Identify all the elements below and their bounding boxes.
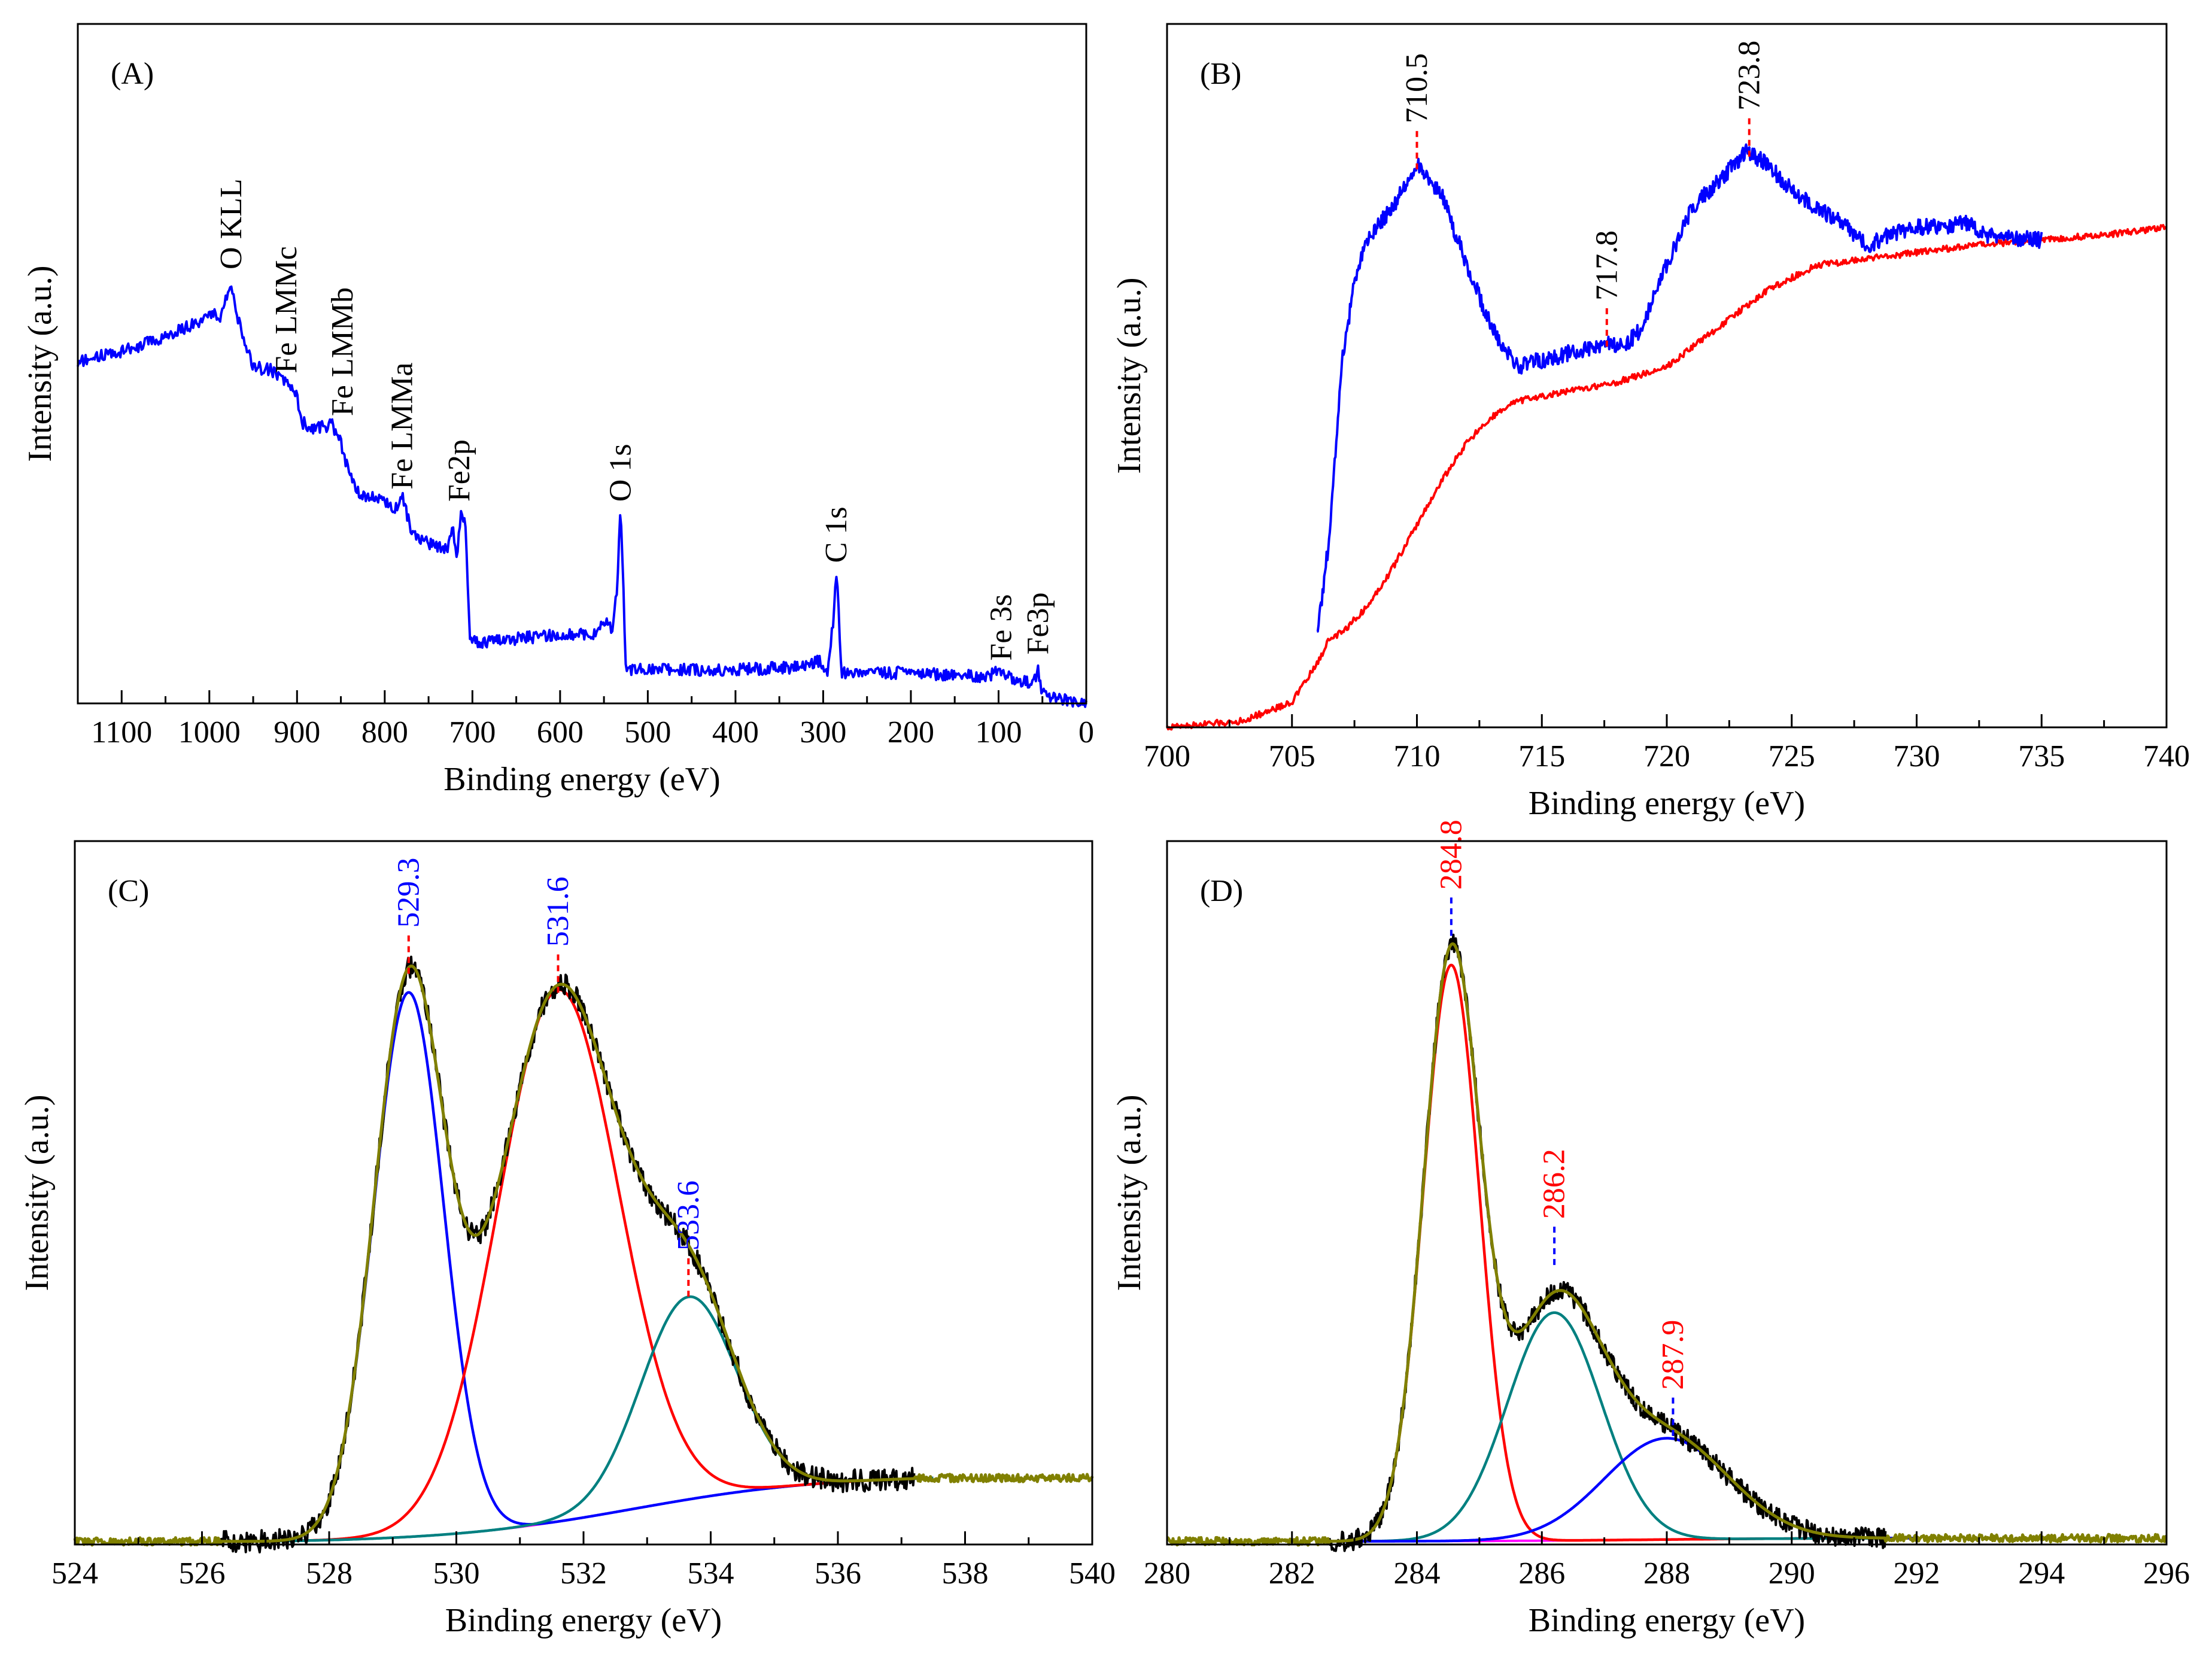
panel-d-x-tick-label: 286	[1518, 1556, 1565, 1591]
panel-d-letter: (D)	[1200, 874, 1243, 908]
panel-b-peak-label: 717.8	[1590, 230, 1624, 301]
panel-c-x-tick-label: 532	[560, 1556, 607, 1591]
panel-d-x-tick-label: 296	[2143, 1556, 2190, 1591]
panel-a-peak-label: O 1s	[603, 444, 637, 502]
panel-c-c3-component-line	[265, 1295, 934, 1543]
panel-d-x-tick-label: 292	[1894, 1556, 1940, 1591]
panel-d-x-tick-label: 284	[1394, 1556, 1441, 1591]
panel-a-axes-frame	[77, 23, 1087, 705]
panel-d-raw-data-line	[1328, 933, 1887, 1552]
panel-c-x-tick-label: 538	[942, 1556, 989, 1591]
panel-a-survey-spectrum: O KLL Fe LMMc Fe LMMb Fe LMMa Fe2p O 1s C 1s Fe…	[22, 23, 1094, 798]
panel-b-y-axis-label: Intensity (a.u.)	[1111, 277, 1148, 474]
panel-c-x-tick-label: 540	[1069, 1556, 1116, 1591]
panel-a-peak-label: C 1s	[819, 506, 853, 563]
panel-a-x-tick-label: 300	[800, 715, 846, 749]
panel-c-peak-label: 531.6	[541, 876, 575, 946]
panel-c-peak-label: 533.6	[672, 1181, 706, 1251]
panel-a-peak-label: Fe LMMa	[385, 362, 420, 489]
panel-c-x-tick-label: 536	[815, 1556, 861, 1591]
panel-a-x-tick-label: 800	[361, 715, 408, 749]
panel-a-peak-label: O KLL	[214, 178, 248, 269]
panel-b-x-tick-label: 710	[1394, 739, 1441, 773]
panel-b-x-tick-label: 735	[2018, 739, 2065, 773]
panel-a-x-tick-label: 0	[1078, 715, 1094, 749]
panel-b-x-axis-label: Binding energy (eV)	[1529, 785, 1805, 822]
panel-b-letter: (B)	[1200, 57, 1241, 91]
panel-d-peak-label: 284.8	[1434, 820, 1468, 890]
panel-c-envelope-line	[73, 964, 1094, 1547]
panel-a-x-axis-label: Binding energy (eV)	[443, 761, 720, 798]
panel-b-x-tick-label: 725	[1769, 739, 1815, 773]
panel-a-x-tick-label: 400	[712, 715, 759, 749]
panel-b-x-tick-label: 720	[1643, 739, 1690, 773]
panel-a-x-tick-label: 1000	[178, 715, 241, 749]
panel-b-raw-line	[1316, 143, 2043, 633]
panel-c-x-tick-label: 534	[688, 1556, 734, 1591]
panel-a-peak-label: Fe 3s	[984, 594, 1018, 660]
panel-b-peak-label: 723.8	[1732, 41, 1766, 111]
panel-d-plot-area: 284.8 286.2 287.9	[1166, 820, 2167, 1552]
panel-c-x-tick-label: 530	[433, 1556, 480, 1591]
panel-d-y-axis-label: Intensity (a.u.)	[1111, 1094, 1148, 1291]
panel-a-peak-label: Fe3p	[1021, 592, 1055, 654]
panel-b-plot-area: 710.5 717.8 723.8	[1166, 41, 2167, 731]
panel-d-x-tick-label: 280	[1144, 1556, 1190, 1591]
panel-c-letter: (C)	[108, 874, 149, 908]
panel-c-x-tick-label: 528	[306, 1556, 353, 1591]
panel-d-peak-label: 286.2	[1538, 1149, 1572, 1219]
panel-c-x-axis-label: Binding energy (eV)	[445, 1602, 722, 1639]
panel-d-x-tick-label: 290	[1769, 1556, 1815, 1591]
panel-a-peak-label: Fe LMMb	[326, 287, 360, 416]
panel-d-x-axis-label: Binding energy (eV)	[1529, 1602, 1805, 1639]
panel-a-peak-label: Fe LMMc	[269, 246, 303, 373]
panel-b-x-tick-label: 705	[1269, 739, 1315, 773]
panel-d-envelope-line	[1166, 942, 2167, 1547]
panel-a-survey-line	[77, 285, 1087, 708]
panel-d-x-tick-label: 288	[1643, 1556, 1690, 1591]
panel-a-x-tick-label: 700	[449, 715, 496, 749]
panel-b-axes-frame	[1166, 23, 2168, 729]
panel-b-peak-label: 710.5	[1400, 53, 1434, 123]
panel-a-x-tick-label: 600	[537, 715, 584, 749]
panel-d-x-tick-label: 282	[1269, 1556, 1315, 1591]
panel-b-x-tick-label: 730	[1894, 739, 1940, 773]
panel-a-plot-area: O KLL Fe LMMc Fe LMMb Fe LMMa Fe2p O 1s C 1s Fe…	[77, 178, 1087, 708]
panel-c-axes-frame	[74, 840, 1093, 1546]
panel-a-letter: (A)	[111, 57, 154, 91]
panel-a-x-tick-label: 1100	[91, 715, 152, 749]
panel-a-peak-label: Fe2p	[442, 439, 476, 502]
panel-c-y-axis-label: Intensity (a.u.)	[19, 1094, 56, 1291]
panel-a-x-tick-label: 900	[274, 715, 320, 749]
panel-c-x-tick-label: 524	[51, 1556, 98, 1591]
panel-d-c2-component-line	[1323, 1311, 1918, 1543]
panel-b-x-tick-label: 740	[2143, 739, 2190, 773]
panel-c-peak-label: 529.3	[391, 858, 426, 928]
panel-b-x-tick-label: 715	[1518, 739, 1565, 773]
panel-c-x-tick-label: 526	[179, 1556, 226, 1591]
panel-a-x-tick-label: 100	[975, 715, 1022, 749]
panel-d-x-tick-label: 294	[2018, 1556, 2065, 1591]
panel-a-y-axis-label: Intensity (a.u.)	[22, 265, 59, 462]
panel-b-x-tick-label: 700	[1144, 739, 1190, 773]
panel-a-x-tick-label: 200	[888, 715, 934, 749]
panel-b-background-line	[1166, 224, 2167, 731]
panel-d-peak-label: 287.9	[1656, 1320, 1690, 1390]
panel-c-plot-area: 529.3 531.6 533.6	[73, 858, 1094, 1553]
panel-c-raw-data-line	[220, 955, 916, 1553]
panel-a-x-tick-label: 500	[624, 715, 671, 749]
